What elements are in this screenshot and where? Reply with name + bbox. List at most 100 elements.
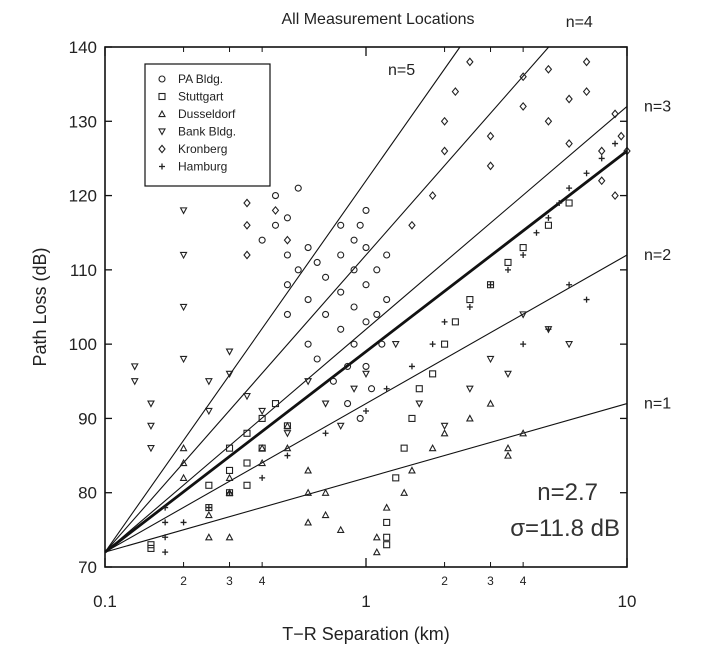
data-point (408, 220, 416, 230)
data-point (504, 443, 512, 452)
data-point (363, 408, 369, 414)
data-point (486, 161, 495, 171)
data-point (350, 236, 358, 244)
data-point (356, 221, 364, 229)
data-point (400, 488, 409, 496)
x-tick-label: 0.1 (93, 592, 117, 611)
data-point (582, 87, 591, 97)
data-point (258, 236, 266, 244)
data-point (415, 385, 423, 393)
legend-marker (158, 128, 166, 136)
data-point (313, 258, 321, 266)
chart-title: All Measurement Locations (282, 11, 475, 28)
data-point (271, 221, 280, 229)
y-tick-label: 130 (69, 112, 97, 131)
reference-line-n2 (104, 254, 628, 553)
data-point (294, 266, 302, 274)
data-point (544, 116, 553, 126)
data-point (243, 429, 251, 437)
data-point (147, 445, 155, 453)
data-point (544, 64, 553, 74)
sigma-annotation: σ=11.8 dB (510, 515, 620, 542)
reference-line-n1 (104, 403, 628, 553)
data-point (204, 533, 213, 541)
data-point (179, 473, 188, 481)
legend: PA Bldg. Stuttgart Dusseldorf Bank Bldg. Kro… (144, 63, 271, 187)
data-point (362, 318, 370, 326)
data-point (304, 296, 312, 304)
data-point (504, 370, 512, 379)
x-minor-tick-label: 4 (520, 574, 527, 588)
x-minor-tick-label: 2 (441, 574, 448, 588)
series-pa-bldg (258, 184, 391, 422)
data-point (225, 533, 234, 541)
data-point (362, 244, 370, 252)
legend-label: Stuttgart (178, 90, 224, 104)
data-point (322, 430, 329, 437)
data-point (322, 310, 330, 318)
data-point (440, 422, 449, 431)
data-points (130, 57, 631, 556)
data-point (383, 251, 391, 259)
data-point (283, 310, 291, 318)
data-point (519, 429, 528, 437)
data-point (344, 400, 352, 408)
data-point (179, 207, 188, 215)
data-point (243, 250, 251, 260)
data-point (162, 549, 169, 556)
data-point (382, 503, 391, 511)
data-point (565, 341, 574, 349)
data-point (441, 318, 448, 325)
n-label-4: n=4 (566, 14, 593, 31)
data-point (304, 340, 312, 348)
data-point (226, 489, 233, 496)
data-point (465, 385, 474, 393)
y-tick-label: 70 (78, 558, 97, 577)
n-label-5: n=5 (388, 62, 415, 79)
data-point (225, 466, 234, 474)
y-tick-label: 140 (69, 38, 97, 57)
data-point (451, 318, 459, 326)
y-tick-label: 100 (69, 335, 97, 354)
data-point (465, 414, 474, 422)
data-point (391, 341, 400, 349)
data-point (486, 131, 495, 141)
x-minor-tick-label: 2 (180, 574, 187, 588)
legend-label: Hamburg (178, 160, 227, 174)
y-tick-label: 90 (78, 409, 97, 428)
data-point (556, 200, 563, 206)
data-point (519, 72, 527, 82)
y-tick-label: 80 (78, 484, 97, 503)
data-point (304, 488, 313, 496)
data-point (304, 466, 313, 474)
x-minor-tick-label: 3 (226, 574, 233, 588)
series-bank-bldg (130, 207, 574, 453)
data-point (283, 281, 291, 289)
data-point (466, 57, 474, 67)
y-tick-label: 120 (69, 187, 97, 206)
data-point (243, 481, 251, 489)
legend-item-dusseldorf: Dusseldorf (158, 107, 236, 121)
legend-item-stuttgart: Stuttgart (158, 90, 224, 104)
data-point (566, 281, 573, 288)
legend-box (144, 63, 271, 187)
data-point (504, 451, 512, 459)
data-point (271, 192, 280, 200)
data-point (313, 355, 321, 363)
data-point (408, 363, 415, 370)
data-point (520, 252, 527, 258)
data-point (383, 533, 391, 541)
data-point (283, 214, 291, 222)
data-point (283, 235, 292, 245)
data-point (304, 244, 312, 252)
data-point (225, 444, 234, 452)
data-point (283, 443, 292, 452)
n-label-3: n=3 (644, 98, 671, 115)
data-point (383, 296, 391, 304)
data-point (611, 109, 619, 119)
data-point (383, 541, 391, 549)
data-point (519, 311, 528, 319)
legend-item-pa-bldg: PA Bldg. (158, 72, 223, 86)
data-point (583, 170, 590, 177)
data-point (362, 362, 370, 370)
